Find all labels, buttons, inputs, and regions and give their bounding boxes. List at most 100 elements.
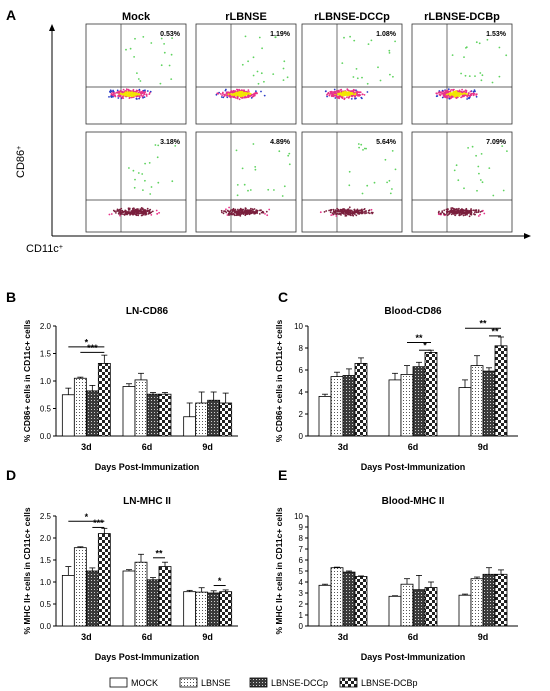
flow-event-dot	[475, 209, 478, 211]
flow-event-dot	[478, 172, 480, 175]
flow-event-dot	[244, 95, 246, 98]
flow-event-dot	[143, 91, 146, 94]
y-tick-label: 0	[299, 622, 304, 631]
bar-lbnse	[195, 402, 209, 437]
flow-event-dot	[458, 207, 460, 210]
flow-event-dot	[157, 144, 160, 147]
flow-event-dot	[244, 91, 246, 94]
flow-event-dot	[498, 75, 501, 78]
flow-event-dot	[352, 94, 355, 97]
flow-event-dot	[345, 214, 348, 217]
y-tick-label: 5	[299, 567, 304, 576]
flow-event-dot	[127, 90, 130, 92]
flow-event-dot	[353, 91, 355, 94]
bar-mock	[318, 584, 332, 627]
flow-event-dot	[134, 37, 136, 40]
y-tick-label: 2.0	[40, 534, 52, 543]
bar-lbnse	[330, 567, 344, 627]
bar-lbnse-dcbp	[424, 587, 438, 627]
flow-event-dot	[468, 95, 471, 97]
flow-event-dot	[377, 66, 379, 69]
flow-event-dot	[253, 94, 255, 96]
flow-event-dot	[331, 212, 334, 215]
flow-event-dot	[459, 214, 462, 216]
flow-event-dot	[340, 211, 343, 214]
flow-event-dot	[477, 215, 480, 217]
y-tick-label: 1.5	[40, 350, 52, 359]
flow-plot-frame	[85, 23, 187, 125]
flow-event-dot	[352, 76, 355, 78]
flow-event-dot	[474, 211, 476, 214]
flow-event-dot	[479, 213, 481, 216]
flow-event-dot	[247, 96, 250, 98]
flow-event-dot	[144, 213, 147, 216]
flow-event-dot	[339, 92, 342, 95]
flow-event-dot	[464, 214, 467, 217]
flow-event-dot	[319, 211, 322, 214]
y-tick-label: 0	[299, 432, 304, 441]
flow-event-dot	[349, 211, 351, 214]
flow-event-dot	[124, 210, 127, 213]
flow-event-dot	[110, 95, 112, 98]
flow-event-dot	[245, 96, 248, 99]
flow-event-dot	[226, 209, 229, 212]
flow-event-dot	[135, 92, 138, 94]
flow-event-dot	[363, 94, 366, 96]
flow-event-dot	[389, 73, 391, 76]
flow-event-dot	[466, 93, 468, 96]
flow-event-dot	[456, 95, 458, 97]
flow-event-dot	[261, 47, 263, 50]
significance-marker: *	[423, 341, 427, 351]
flow-event-dot	[254, 166, 257, 168]
flow-event-dot	[455, 164, 458, 167]
flow-event-dot	[236, 96, 239, 99]
y-tick-label: 2	[299, 410, 304, 419]
flow-event-dot	[250, 97, 253, 99]
flow-event-dot	[145, 95, 148, 97]
flow-event-dot	[355, 68, 358, 70]
flow-event-dot	[483, 212, 486, 215]
flow-event-dot	[142, 189, 144, 192]
y-tick-label: 1.5	[40, 556, 52, 565]
flow-event-dot	[260, 211, 263, 214]
flow-event-dot	[461, 212, 463, 215]
legend-swatch-mock	[109, 677, 128, 688]
legend-swatch-dcbp	[339, 677, 358, 688]
flow-event-dot	[364, 210, 367, 213]
x-tick-label: 9d	[478, 442, 489, 452]
y-tick-label: 10	[294, 512, 303, 521]
flow-event-dot	[447, 91, 449, 94]
flow-event-dot	[451, 93, 454, 96]
flow-event-dot	[255, 90, 257, 93]
flow-event-dot	[368, 212, 371, 215]
flow-event-dot	[447, 208, 449, 211]
flow-event-dot	[236, 194, 239, 197]
flow-event-dot	[464, 212, 467, 215]
flow-event-dot	[364, 212, 366, 215]
flow-event-dot	[119, 214, 121, 217]
flow-event-dot	[125, 48, 127, 51]
flow-event-dot	[288, 163, 291, 166]
bar-lbnse-dcbp	[494, 345, 508, 437]
flow-event-dot	[268, 208, 271, 211]
flow-event-dot	[475, 95, 478, 98]
flow-event-dot	[326, 95, 328, 98]
bar-mock	[458, 594, 472, 627]
flow-event-dot	[249, 92, 252, 95]
flow-event-dot	[462, 95, 465, 98]
flow-event-dot	[340, 88, 343, 91]
flow-event-dot	[333, 88, 336, 91]
flow-event-dot	[243, 94, 246, 96]
flow-event-dot	[234, 210, 237, 213]
flow-event-dot	[117, 97, 120, 99]
flow-event-dot	[477, 210, 480, 213]
flow-event-dot	[174, 145, 177, 147]
bar-mock	[61, 575, 75, 627]
flow-event-dot	[368, 209, 371, 212]
flow-event-dot	[358, 94, 361, 96]
flow-event-dot	[461, 91, 463, 93]
flow-event-dot	[132, 95, 134, 98]
flow-event-dot	[239, 208, 241, 211]
flow-event-dot	[156, 213, 159, 215]
flow-event-dot	[260, 90, 262, 93]
